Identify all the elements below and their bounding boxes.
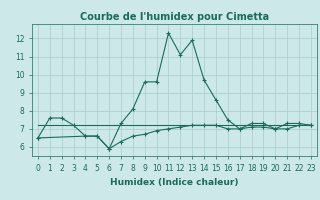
X-axis label: Humidex (Indice chaleur): Humidex (Indice chaleur) — [110, 178, 239, 187]
Title: Courbe de l'humidex pour Cimetta: Courbe de l'humidex pour Cimetta — [80, 12, 269, 22]
